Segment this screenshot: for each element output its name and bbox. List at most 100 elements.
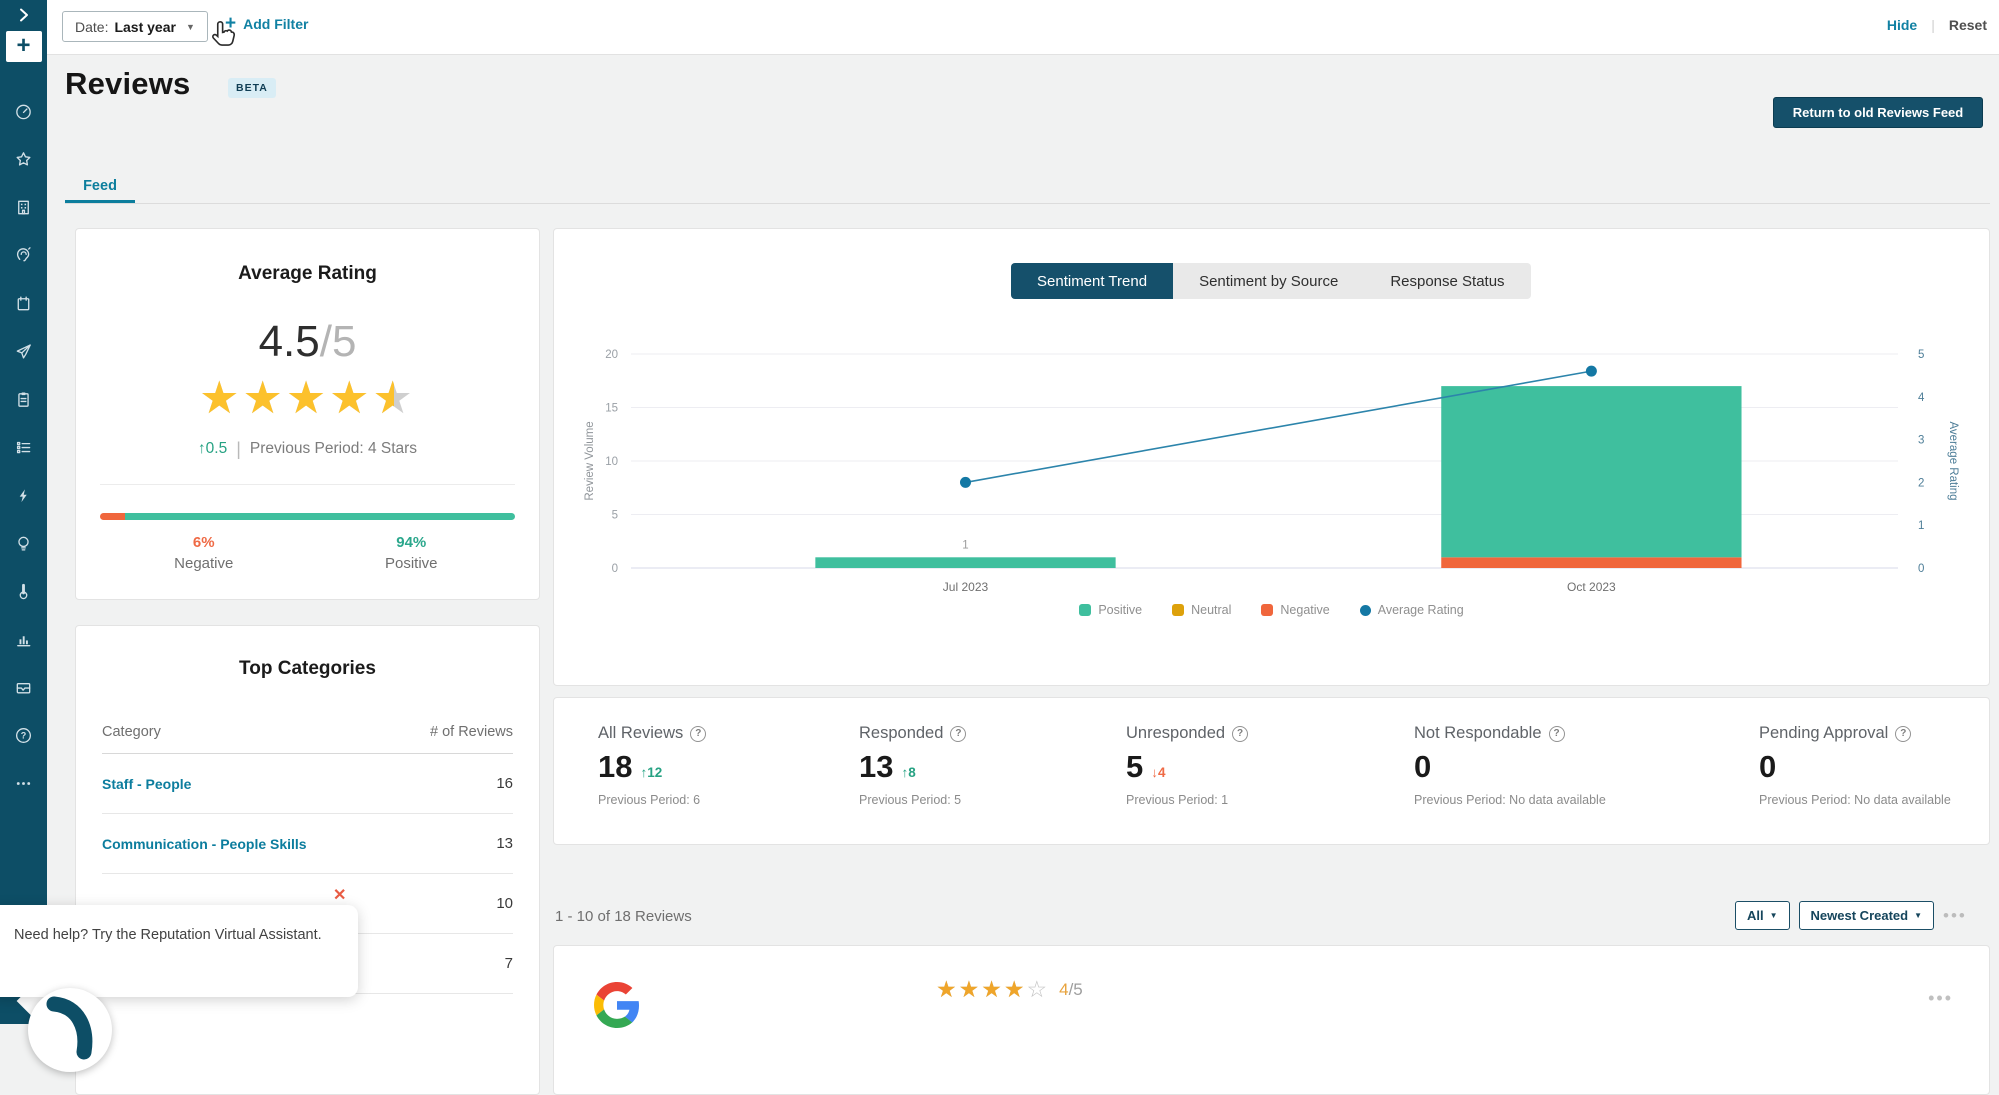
sentiment-chart-card: Sentiment Trend Sentiment by Source Resp… xyxy=(553,228,1990,686)
locations-building-icon[interactable] xyxy=(14,198,33,217)
negative-percent: 6% xyxy=(192,533,215,551)
category-count: 16 xyxy=(496,775,513,792)
svg-text:5: 5 xyxy=(1918,349,1924,361)
legend-item-average-rating[interactable]: Average Rating xyxy=(1359,603,1464,617)
tab-response-status[interactable]: Response Status xyxy=(1390,272,1505,290)
legend-label: Positive xyxy=(1098,603,1143,617)
calendar-icon[interactable] xyxy=(14,294,33,313)
legend-swatch-negative xyxy=(1261,604,1274,616)
social-listening-ear-icon[interactable] xyxy=(14,246,33,265)
positive-label: Positive xyxy=(384,554,438,572)
info-icon[interactable]: ? xyxy=(1232,725,1249,742)
review-stats-card: All Reviews? 18 ↑12 Previous Period: 6 Re… xyxy=(553,697,1990,845)
return-old-feed-button[interactable]: Return to old Reviews Feed xyxy=(1773,97,1983,128)
top-categories-card: Top Categories Category # of Reviews Sta… xyxy=(75,625,540,1095)
virtual-assistant-button[interactable] xyxy=(28,988,112,1072)
review-rating: ☆☆☆☆☆ ★★★★★ 4/5 xyxy=(936,976,1083,1003)
date-filter-label: Date: xyxy=(75,18,109,35)
legend-item-neutral[interactable]: Neutral xyxy=(1172,603,1231,617)
tooltip-close-icon[interactable]: ✕ xyxy=(333,887,347,904)
mouse-hand-cursor xyxy=(208,19,238,49)
stat-delta: ↑8 xyxy=(901,765,916,780)
plus-icon: + xyxy=(225,13,237,34)
filter-all-dropdown[interactable]: All ▼ xyxy=(1735,901,1790,930)
more-options-ellipsis-icon[interactable]: ••• xyxy=(1943,905,1967,925)
inbox-icon[interactable] xyxy=(14,678,33,697)
legend-label: Neutral xyxy=(1191,603,1232,617)
legend-item-positive[interactable]: Positive xyxy=(1079,603,1142,617)
info-icon[interactable]: ? xyxy=(1895,725,1912,742)
stat-previous: Previous Period: 6 xyxy=(598,793,701,807)
messaging-send-icon[interactable] xyxy=(14,342,33,361)
google-logo-icon xyxy=(594,982,640,1028)
tab-sentiment-by-source[interactable]: Sentiment by Source xyxy=(1199,272,1339,290)
more-ellipsis-icon[interactable] xyxy=(14,774,33,793)
sidebar: + ? xyxy=(0,0,47,1024)
help-circle-icon[interactable]: ? xyxy=(14,726,33,745)
svg-text:1: 1 xyxy=(962,539,968,551)
automation-bolt-icon[interactable] xyxy=(14,486,33,505)
rating-number: 4.5 xyxy=(258,317,320,366)
stat-label: All Reviews xyxy=(598,724,684,742)
reviews-star-icon[interactable] xyxy=(14,150,33,169)
tab-sentiment-trend[interactable]: Sentiment Trend xyxy=(1011,263,1174,299)
category-link[interactable]: Communication - People Skills xyxy=(102,835,307,852)
dashboard-gauge-icon[interactable] xyxy=(14,102,33,121)
rating-max: /5 xyxy=(319,317,357,366)
svg-text:5: 5 xyxy=(612,510,618,522)
sidebar-expand-chevron-icon[interactable] xyxy=(14,5,34,25)
positive-percent: 94% xyxy=(396,533,427,551)
stat-previous: Previous Period: No data available xyxy=(1414,793,1606,807)
divider: | xyxy=(1931,17,1935,33)
info-icon[interactable]: ? xyxy=(690,725,707,742)
review-list-controls: All ▼ Newest Created ▼ ••• xyxy=(1735,901,1967,930)
svg-text:20: 20 xyxy=(605,349,618,361)
reports-bar-chart-icon[interactable] xyxy=(14,630,33,649)
svg-text:?: ? xyxy=(21,731,27,741)
stat-value: 18 xyxy=(598,749,633,784)
chevron-down-icon: ▼ xyxy=(185,21,195,32)
tab-feed[interactable]: Feed xyxy=(83,178,117,194)
insights-lightbulb-icon[interactable] xyxy=(14,534,33,553)
info-icon[interactable]: ? xyxy=(950,725,967,742)
page-title: Reviews xyxy=(65,66,191,101)
review-rating-number: 4 xyxy=(1059,979,1069,999)
sentiment-progress-bar xyxy=(100,512,515,520)
legend-swatch-positive xyxy=(1079,604,1092,616)
stat-value: 0 xyxy=(1414,749,1432,784)
info-icon[interactable]: ? xyxy=(1548,725,1565,742)
filter-bar: Date: Last year ▼ + Add Filter Hide | Re… xyxy=(47,0,1999,55)
divider: | xyxy=(236,438,241,459)
column-header-reviews: # of Reviews xyxy=(429,724,513,740)
svg-text:10: 10 xyxy=(605,456,618,468)
svg-text:3: 3 xyxy=(1918,435,1924,447)
surveys-clipboard-icon[interactable] xyxy=(14,390,33,409)
sort-dropdown[interactable]: Newest Created ▼ xyxy=(1798,901,1935,930)
chart-plot: 0 5 10 15 20 0 1 2 3 4 5 Review Volume Average Ratin… xyxy=(584,349,1959,594)
legend-swatch-average-rating xyxy=(1359,604,1371,616)
review-stars-fill: ★★★★★ xyxy=(936,976,1027,1002)
reset-filters-link[interactable]: Reset xyxy=(1948,17,1987,33)
stat-value: 13 xyxy=(859,749,894,784)
category-link[interactable]: Staff - People xyxy=(102,775,192,792)
hide-filters-link[interactable]: Hide xyxy=(1886,17,1918,33)
review-stars-base: ☆☆☆☆☆ xyxy=(936,976,1050,1002)
experience-thermometer-icon[interactable] xyxy=(14,582,33,601)
category-count: 10 xyxy=(496,895,513,912)
actions-checklist-icon[interactable] xyxy=(14,438,33,457)
review-options-ellipsis-icon[interactable]: ••• xyxy=(1928,988,1953,1008)
stat-previous: Previous Period: 1 xyxy=(1126,793,1229,807)
add-filter-button[interactable]: + Add Filter xyxy=(225,13,309,34)
negative-label: Negative xyxy=(174,554,234,572)
rating-delta: ↑0.5 xyxy=(197,440,228,457)
review-rating-max: /5 xyxy=(1068,979,1083,999)
legend-item-negative[interactable]: Negative xyxy=(1261,603,1330,617)
svg-text:15: 15 xyxy=(605,403,618,415)
add-filter-label: Add Filter xyxy=(243,16,309,32)
date-filter-dropdown[interactable]: Date: Last year ▼ xyxy=(62,11,208,42)
sidebar-add-button[interactable]: + xyxy=(5,31,42,62)
stat-label: Not Respondable xyxy=(1414,724,1542,742)
top-categories-title: Top Categories xyxy=(239,658,376,679)
sentiment-trend-chart: 0 5 10 15 20 0 1 2 3 4 5 Review Volume Average Ratin… xyxy=(584,349,1959,594)
